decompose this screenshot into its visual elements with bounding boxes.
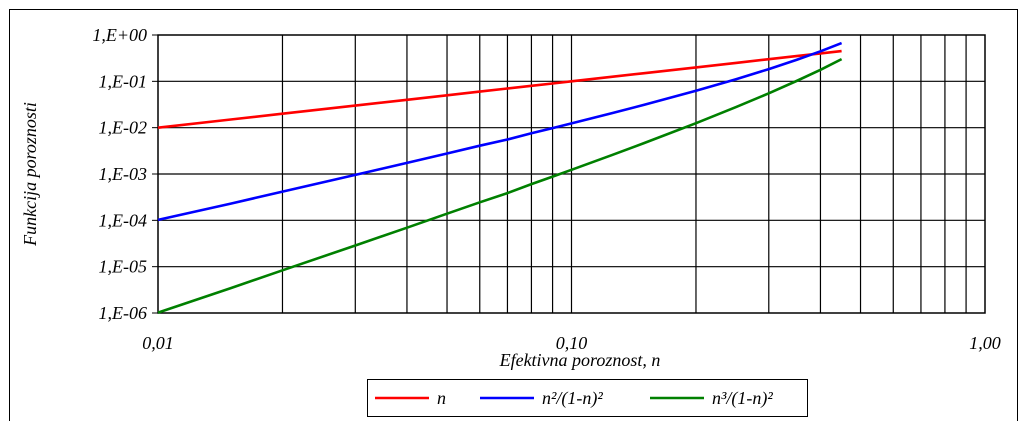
- legend: n n²/(1-n)² n³/(1-n)²: [367, 379, 808, 417]
- y-tick-label: 1,E-02: [99, 118, 148, 138]
- x-tick-label: 0,01: [142, 333, 174, 353]
- x-tick-label: 0,10: [556, 333, 588, 353]
- legend-label: n²/(1-n)²: [542, 388, 603, 409]
- y-axis-label: Funkcija poroznosti: [20, 102, 40, 247]
- series-line-1: [157, 49, 842, 129]
- y-tick-label: 1,E-04: [99, 210, 148, 230]
- series-line-3: [157, 57, 843, 314]
- x-tick-label: 1,00: [969, 333, 1001, 353]
- x-axis-label: Efektivna poroznost, n: [499, 350, 661, 370]
- y-tick-label: 1,E-06: [99, 303, 148, 323]
- y-tick-label: 1,E-03: [99, 164, 148, 184]
- chart-area-border: [9, 9, 1018, 426]
- series-line-2: [157, 41, 843, 222]
- legend-box: [367, 379, 808, 417]
- x-axis-ticks: 0,01 0,10 1,00: [142, 333, 1001, 353]
- y-axis-ticks: 1,E+00 1,E-01 1,E-02 1,E-03 1,E-04 1,E-05 1,E-…: [92, 25, 158, 323]
- series-layer: [157, 41, 843, 314]
- y-tick-label: 1,E-05: [99, 257, 148, 277]
- y-tick-label: 1,E-01: [99, 71, 148, 91]
- legend-label: n³/(1-n)²: [712, 388, 773, 409]
- y-tick-label: 1,E+00: [92, 25, 147, 45]
- legend-label: n: [437, 388, 446, 408]
- grid: [158, 35, 985, 313]
